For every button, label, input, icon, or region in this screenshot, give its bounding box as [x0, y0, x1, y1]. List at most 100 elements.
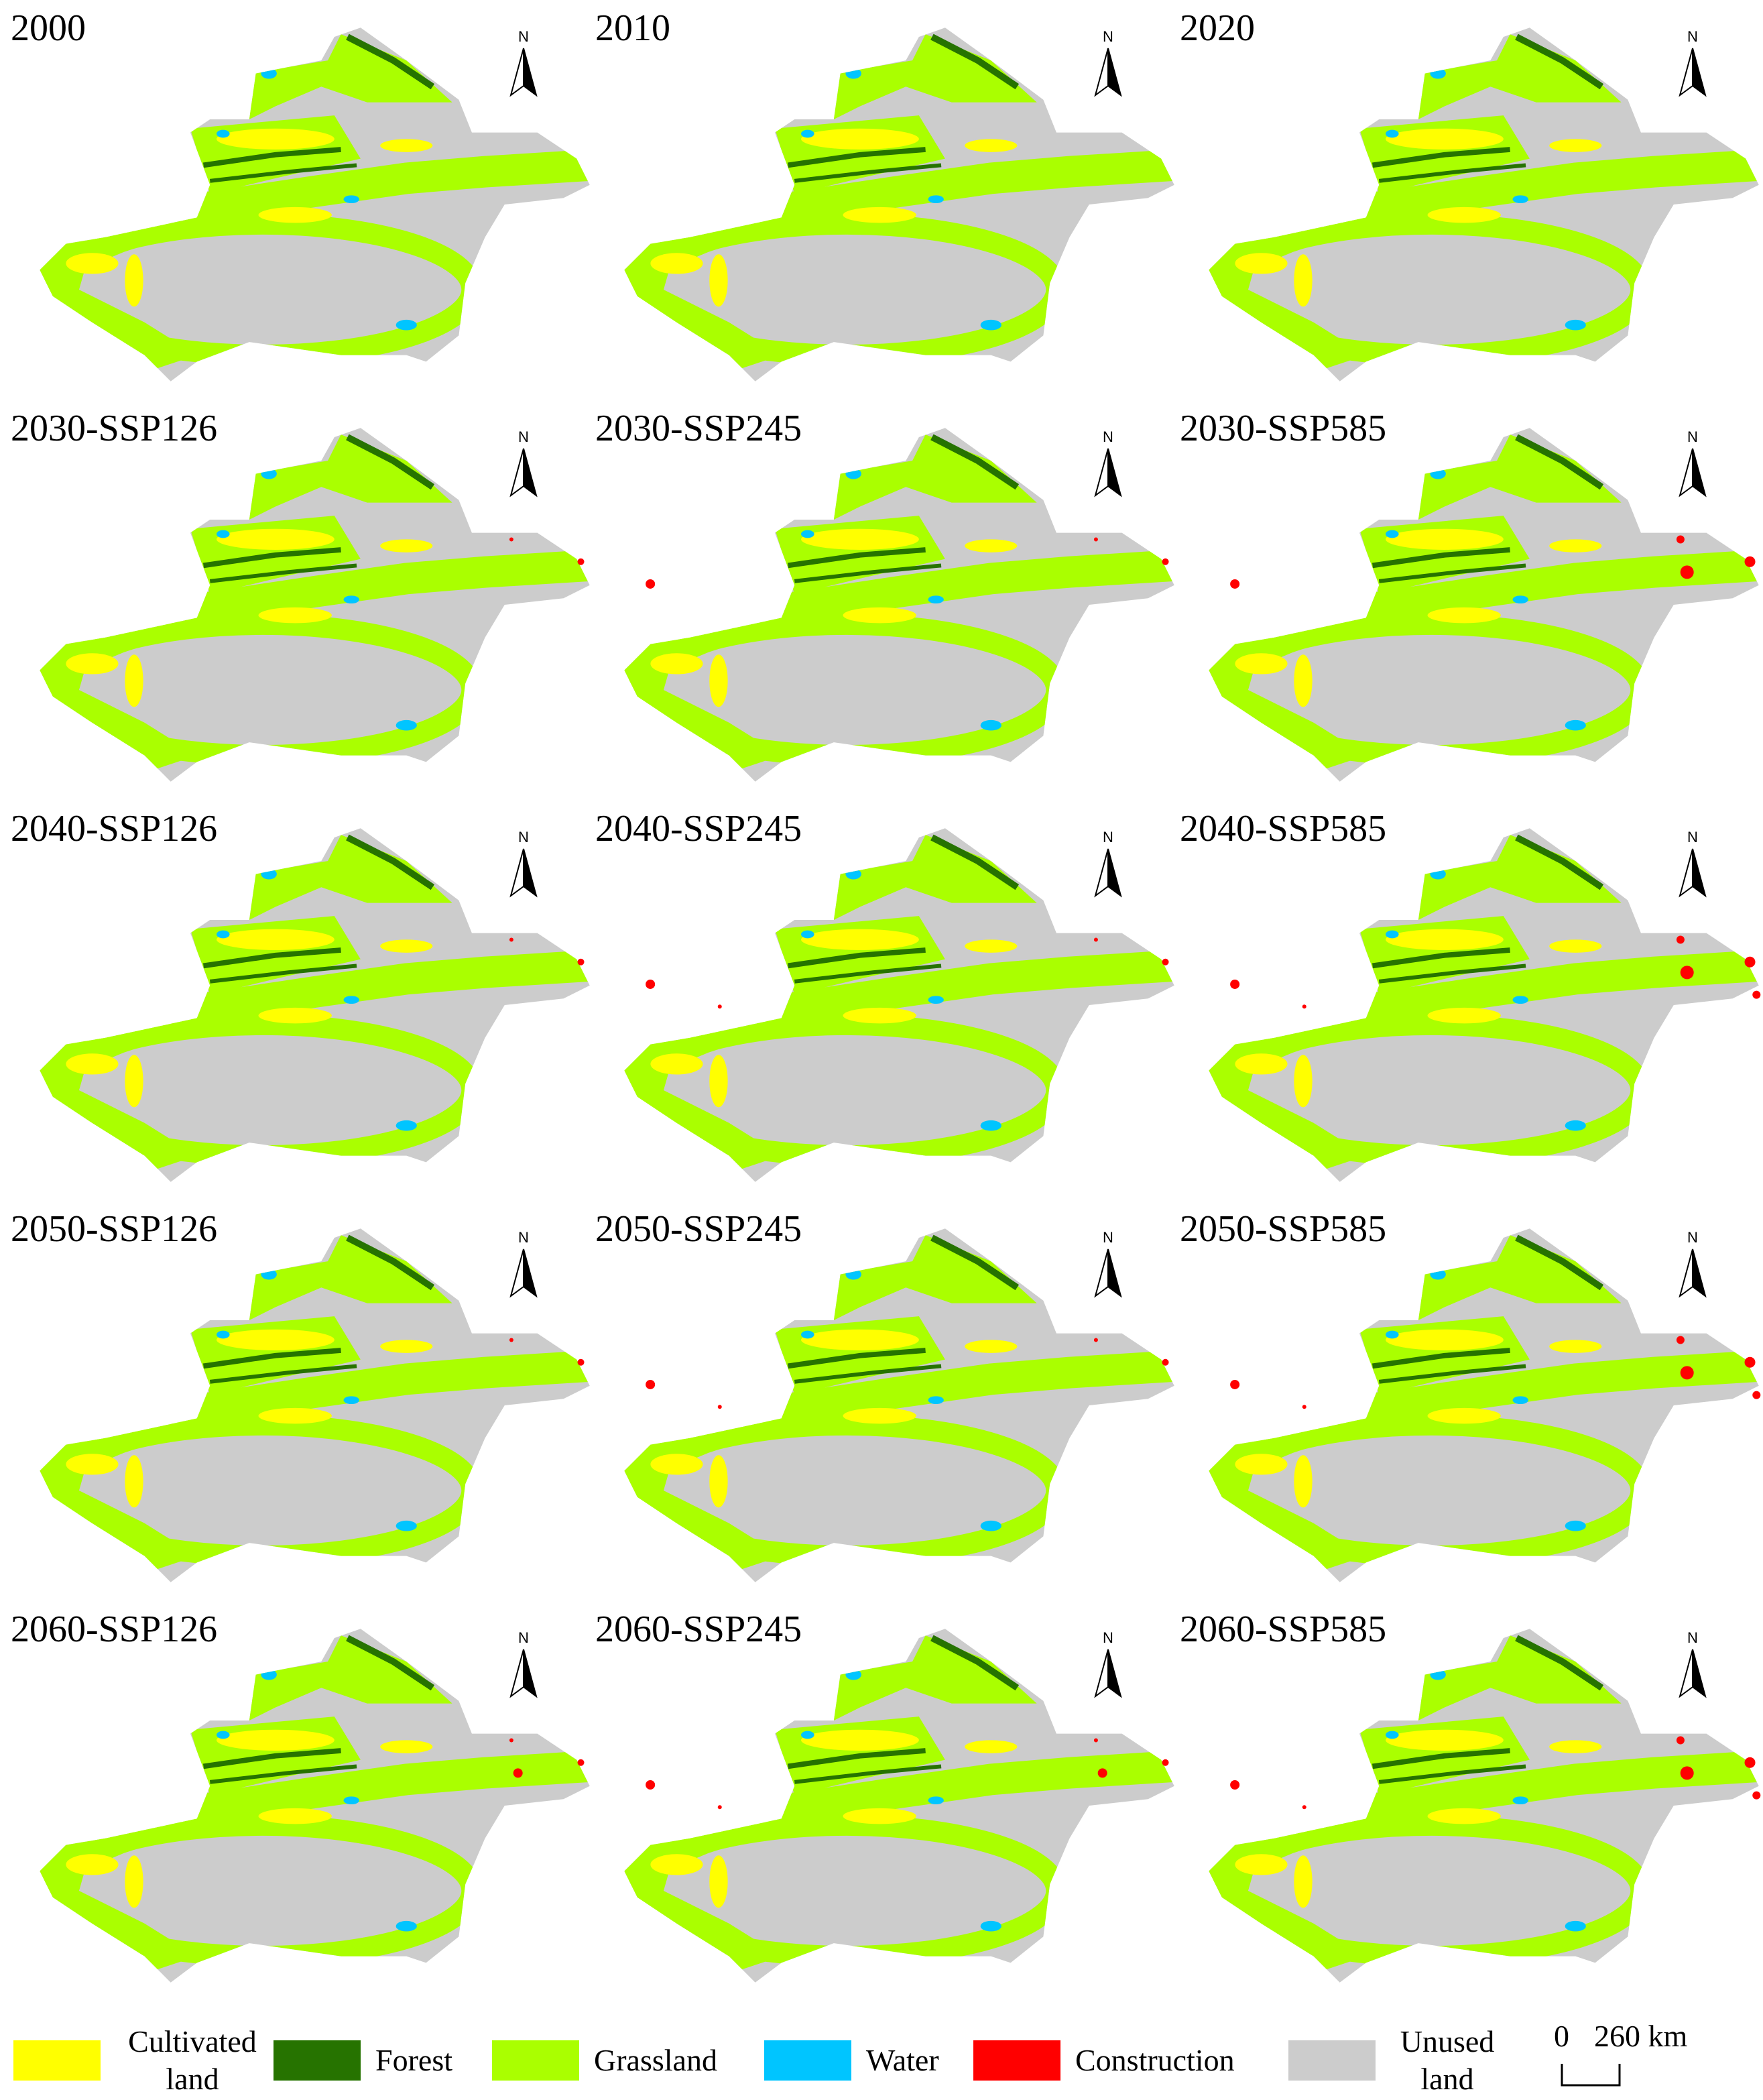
construction-patch	[1680, 565, 1694, 579]
construction-patch	[1744, 556, 1756, 567]
north-arrow-left	[1679, 48, 1693, 97]
construction-patch	[509, 1738, 513, 1743]
legend-swatch	[764, 2040, 851, 2081]
north-arrow-right	[523, 48, 538, 97]
north-arrow-right	[1107, 848, 1122, 898]
construction-patch	[717, 1805, 722, 1810]
north-label: N	[518, 1629, 529, 1646]
land-use-map	[624, 828, 1174, 1181]
construction-patch	[1680, 966, 1694, 980]
map-panel: 2010 N	[595, 7, 1174, 382]
north-label: N	[1103, 1229, 1113, 1246]
north-arrow-right	[523, 848, 538, 898]
north-label: N	[518, 428, 529, 445]
construction-patch	[1676, 1736, 1685, 1745]
legend-swatch	[492, 2040, 579, 2081]
construction-patch	[1093, 537, 1098, 542]
north-arrow-right	[1692, 848, 1707, 898]
scale-bar: 0 260 km	[1554, 2018, 1728, 2092]
construction-patch	[577, 558, 585, 565]
legend-swatch	[1288, 2040, 1376, 2081]
construction-patch	[1093, 937, 1098, 942]
north-arrow-left	[509, 1248, 524, 1298]
construction-patch	[1230, 579, 1240, 589]
panel-title: 2030-SSP245	[595, 408, 802, 449]
scale-end: 260 km	[1594, 2019, 1688, 2053]
construction-patch	[717, 1004, 722, 1009]
construction-patch	[1680, 1366, 1694, 1380]
north-arrow-left	[1094, 1649, 1109, 1698]
legend-label: Cultivated land	[128, 2024, 257, 2096]
north-arrow-left	[1679, 848, 1693, 898]
north-arrow-left	[509, 1649, 524, 1698]
panel-title: 2030-SSP585	[1180, 408, 1386, 449]
panel-title: 2060-SSP585	[1180, 1609, 1386, 1650]
construction-patch	[646, 1780, 656, 1790]
construction-patch	[646, 1379, 656, 1389]
land-use-map	[624, 1228, 1174, 1582]
north-arrow-left	[509, 48, 524, 97]
map-panel: 2050-SSP126 N	[11, 1208, 793, 1582]
legend-item: Forest	[273, 2021, 452, 2100]
north-arrow-right	[523, 1649, 538, 1698]
legend-item: Unused land	[1288, 2021, 1504, 2100]
panel-title: 2030-SSP126	[11, 408, 217, 449]
north-label: N	[1103, 428, 1113, 445]
north-arrow-left	[1094, 48, 1109, 97]
construction-patch	[1230, 1780, 1240, 1790]
scale-start: 0	[1554, 2019, 1569, 2053]
north-label: N	[1103, 1629, 1113, 1646]
north-label: N	[1687, 1229, 1698, 1246]
land-use-map	[1209, 1629, 1758, 1982]
land-use-map	[1209, 27, 1758, 381]
map-panel: 2030-SSP245 N	[595, 408, 1240, 782]
north-arrow-left	[1094, 848, 1109, 898]
legend-item: Construction	[973, 2021, 1235, 2100]
legend-item: Grassland	[492, 2021, 717, 2100]
map-panel: 2030-SSP585 N	[1180, 408, 1763, 782]
map-panel: 2030-SSP126 N	[11, 408, 656, 782]
construction-patch	[1162, 1759, 1169, 1766]
north-arrow-right	[1692, 1649, 1707, 1698]
construction-patch	[509, 537, 513, 542]
construction-patch	[1744, 1356, 1756, 1368]
panel-title: 2050-SSP585	[1180, 1208, 1386, 1250]
north-arrow-right	[1107, 448, 1122, 498]
construction-patch	[1162, 1358, 1169, 1366]
map-panel: 2060-SSP245 N	[595, 1609, 1378, 1983]
north-arrow-right	[523, 1248, 538, 1298]
construction-patch	[1302, 1405, 1306, 1409]
map-panel: 2000 N	[11, 7, 590, 382]
construction-patch	[1162, 558, 1169, 565]
north-label: N	[518, 1229, 529, 1246]
construction-patch	[577, 1759, 585, 1766]
north-arrow-left	[509, 848, 524, 898]
land-use-map	[40, 828, 589, 1181]
north-label: N	[1687, 829, 1698, 845]
map-panel: 2040-SSP585 N	[1180, 808, 1761, 1182]
land-use-map	[1209, 828, 1758, 1181]
panel-title: 2000	[11, 7, 86, 49]
construction-patch	[1097, 1768, 1107, 1778]
construction-patch	[513, 1768, 523, 1778]
legend-swatch	[13, 2040, 101, 2081]
construction-patch	[646, 579, 656, 589]
construction-patch	[1162, 958, 1169, 966]
map-panel: 2040-SSP126 N	[11, 808, 722, 1182]
construction-patch	[1676, 1336, 1685, 1344]
construction-patch	[1676, 535, 1685, 544]
panel-title: 2020	[1180, 7, 1255, 49]
construction-patch	[1676, 935, 1685, 944]
construction-patch	[577, 958, 585, 966]
north-arrow-left	[509, 448, 524, 498]
construction-patch	[1744, 956, 1756, 968]
map-panel: 2020 N	[1180, 7, 1759, 382]
land-use-map	[40, 1228, 589, 1582]
panel-title: 2040-SSP585	[1180, 808, 1386, 850]
panel-title: 2010	[595, 7, 670, 49]
panel-title: 2050-SSP126	[11, 1208, 217, 1250]
construction-patch	[1744, 1757, 1756, 1768]
construction-patch	[1230, 979, 1240, 989]
panel-title: 2060-SSP245	[595, 1609, 802, 1650]
